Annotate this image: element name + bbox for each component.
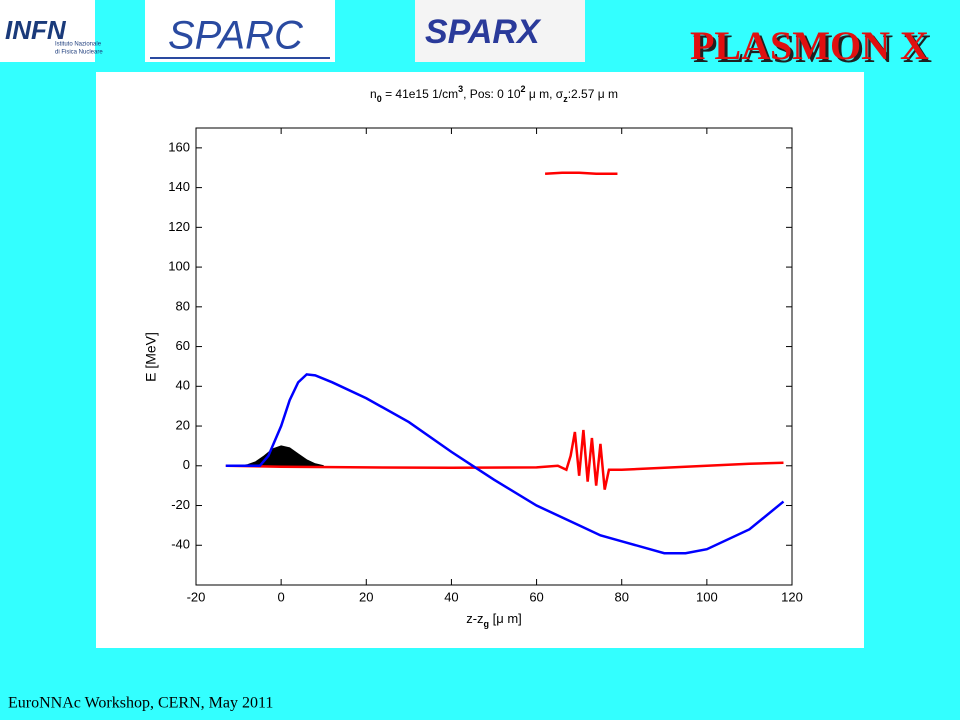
text-segment: = 41e15 1/cm — [382, 87, 458, 101]
x-tick-label: 20 — [359, 589, 373, 604]
x-tick-label: -20 — [187, 589, 206, 604]
sparx-logo-box — [415, 0, 585, 62]
x-axis-label: z-zg [μ m] — [466, 611, 522, 629]
text-segment: z — [563, 94, 568, 104]
infn-subtitle: Istituto Nazionale — [55, 42, 102, 48]
plot-frame — [195, 127, 793, 586]
sparx-logo: SPARX — [425, 13, 542, 51]
y-tick-label: 0 — [183, 457, 190, 472]
x-tick-label: 0 — [278, 589, 285, 604]
y-tick-label: 80 — [176, 298, 190, 313]
text-segment: 3 — [458, 84, 463, 94]
y-tick-label: 100 — [168, 259, 190, 274]
text-segment: n — [370, 87, 377, 101]
infn-logo: INFN — [5, 15, 67, 45]
text-segment: z-z — [466, 611, 483, 626]
line — [545, 171, 618, 175]
y-tick-label: 20 — [176, 417, 190, 432]
y-axis-label: E [MeV] — [143, 332, 159, 382]
text-segment: , Pos: 0 10 — [463, 87, 521, 101]
x-tick-label: 40 — [444, 589, 458, 604]
sparc-logo: SPARC — [168, 14, 304, 58]
y-tick-label: 160 — [168, 139, 190, 154]
plasmonx-shadow: PLASMON X — [693, 26, 932, 71]
x-tick-label: 100 — [696, 589, 718, 604]
text-segment: [μ m] — [489, 611, 522, 626]
x-tick-label: 80 — [614, 589, 628, 604]
text-segment: μ m, σ — [526, 87, 564, 101]
text-segment: 2 — [521, 84, 526, 94]
infn-subtitle: di Fisica Nucleare — [55, 50, 103, 56]
footer: EuroNNAc Workshop, CERN, May 2011 — [8, 695, 273, 712]
chart-title: n0 = 41e15 1/cm3, Pos: 0 102 μ m, σz:2.5… — [370, 84, 618, 104]
y-tick-label: 120 — [168, 219, 190, 234]
area — [238, 445, 324, 467]
figure-background — [96, 72, 864, 648]
sparc-logo-box — [145, 0, 335, 62]
y-tick-label: 60 — [176, 338, 190, 353]
y-tick-label: -20 — [171, 497, 190, 512]
x-tick-label: 120 — [781, 589, 803, 604]
text-segment: g — [484, 619, 490, 629]
y-tick-label: -40 — [171, 537, 190, 552]
text-segment: :2.57 μ m — [568, 87, 618, 101]
line — [225, 373, 785, 555]
y-tick-label: 140 — [168, 179, 190, 194]
plasmonx-logo: PLASMON X — [690, 23, 929, 68]
infn-logo-box — [0, 0, 95, 62]
line — [225, 429, 784, 490]
y-tick-label: 40 — [176, 378, 190, 393]
text-segment: 0 — [377, 94, 382, 104]
x-tick-label: 60 — [529, 589, 543, 604]
